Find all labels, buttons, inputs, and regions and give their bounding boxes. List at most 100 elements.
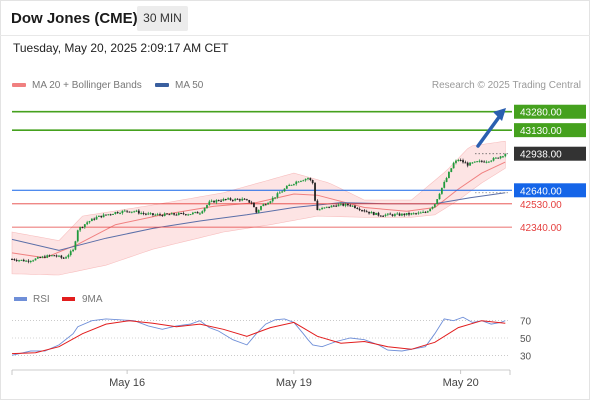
candle-body: [370, 212, 373, 214]
candle-body: [372, 212, 375, 215]
candle-body: [330, 205, 333, 208]
candle-body: [166, 213, 168, 215]
candle-body: [295, 181, 298, 185]
candle-body: [224, 199, 227, 201]
candle-body: [173, 213, 175, 215]
candle-body: [354, 205, 356, 208]
candle-body: [60, 255, 63, 258]
candle-body: [450, 168, 453, 173]
candle-body: [168, 214, 171, 216]
candle-body: [271, 197, 274, 202]
candle-body: [18, 260, 20, 262]
candle-body: [163, 213, 166, 217]
candle-body: [105, 214, 107, 216]
candle-body: [210, 200, 213, 202]
candle-body: [264, 204, 267, 206]
candle-body: [487, 161, 490, 163]
candle-body: [377, 212, 380, 216]
candle-body: [485, 161, 488, 163]
candle-body: [62, 257, 65, 259]
candle-body: [65, 257, 67, 259]
candle-body: [13, 259, 16, 261]
candle-body: [215, 200, 218, 203]
candle-body: [107, 214, 110, 216]
legend-swatch-9ma: [62, 297, 75, 301]
candle-body: [469, 162, 471, 166]
candle-body: [135, 210, 138, 212]
candle-body: [433, 204, 436, 207]
candle-body: [114, 212, 117, 214]
candle-body: [144, 213, 147, 215]
candle-body: [100, 215, 103, 218]
candle-body: [391, 214, 394, 216]
candle-body: [417, 212, 420, 214]
legend-item-bollinger: MA 20 + Bollinger Bands: [12, 80, 142, 91]
candle-body: [76, 230, 79, 242]
candle-body: [473, 161, 476, 163]
candle-body: [288, 184, 291, 187]
level-badge-pivot: [514, 183, 586, 198]
legend-label-ma50: MA 50: [175, 80, 204, 91]
candle-body: [415, 213, 417, 215]
candle-body: [253, 202, 255, 208]
timeframe-button[interactable]: 30 MIN: [137, 6, 188, 31]
forecast-arrow-head: [493, 108, 506, 121]
candle-body: [11, 259, 13, 261]
candle-body: [499, 156, 502, 159]
candle-body: [497, 157, 500, 159]
candle-body: [471, 162, 474, 164]
candle-body: [337, 204, 340, 207]
candle-body: [363, 210, 366, 212]
candle-body: [309, 178, 312, 181]
rsi-tick-label: 70: [520, 317, 532, 328]
candle-body: [41, 256, 44, 258]
candle-body: [46, 255, 49, 258]
candle-body: [55, 255, 58, 257]
level-label-resistance: 43280.00: [520, 108, 562, 119]
candle-body: [34, 258, 37, 261]
candle-body: [476, 161, 479, 163]
candle-body: [123, 210, 126, 212]
candle-body: [382, 215, 385, 217]
candle-body: [452, 162, 455, 169]
candle-body: [58, 255, 60, 257]
candle-body: [142, 213, 145, 215]
candle-body: [375, 212, 378, 215]
x-axis-label: May 20: [443, 377, 479, 389]
candle-body: [79, 227, 82, 231]
candle-body: [227, 198, 230, 200]
candle-body: [457, 159, 460, 161]
candle-body: [316, 200, 319, 211]
candle-body: [274, 197, 276, 199]
candle-body: [69, 251, 72, 256]
candle-body: [250, 202, 253, 204]
candle-body: [262, 204, 265, 207]
candle-body: [393, 214, 396, 216]
rsi-line: [11, 316, 506, 356]
candle-body: [300, 180, 302, 182]
candle-body: [147, 213, 150, 215]
candle-body: [429, 208, 432, 212]
legend-label-9ma: 9MA: [82, 294, 103, 305]
level-badge-resistance: [514, 104, 586, 119]
candle-body: [191, 212, 194, 215]
candle-body: [342, 203, 345, 206]
candle-body: [384, 214, 387, 216]
candle-body: [133, 211, 136, 213]
candle-body: [431, 206, 434, 209]
candle-body: [292, 184, 295, 186]
candle-body: [255, 207, 258, 213]
ma50-line: [11, 192, 506, 251]
candle-body: [462, 160, 464, 163]
candle-body: [86, 222, 89, 225]
candle-body: [307, 178, 309, 180]
candle-body: [220, 200, 222, 202]
candle-body: [15, 260, 18, 262]
candle-body: [323, 207, 326, 209]
candle-body: [365, 211, 368, 213]
candle-body: [201, 211, 204, 214]
candle-body: [189, 214, 192, 216]
ma20-line: [11, 161, 506, 259]
current-price-badge: [514, 146, 586, 161]
